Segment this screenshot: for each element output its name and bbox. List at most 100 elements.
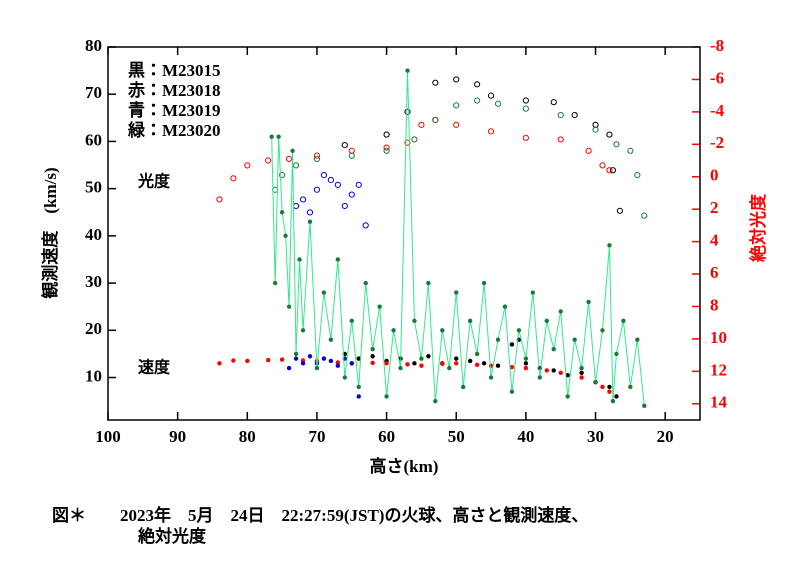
magnitude-point xyxy=(292,162,300,169)
speed-point xyxy=(300,328,306,333)
x-tick-label: 30 xyxy=(587,427,604,446)
magnitude-point xyxy=(522,134,529,141)
speed-point xyxy=(412,361,417,366)
speed-point xyxy=(412,318,417,324)
magnitude-point xyxy=(341,202,348,210)
speed-point xyxy=(426,280,431,286)
speed-point xyxy=(621,318,626,324)
magnitude-point xyxy=(522,105,529,112)
speed-point xyxy=(572,337,577,342)
speed-point xyxy=(467,358,473,364)
annotation: 光度 xyxy=(137,172,171,191)
speed-point xyxy=(544,368,549,373)
speed-point xyxy=(269,134,274,139)
speed-point xyxy=(419,356,424,361)
speed-point xyxy=(614,394,619,399)
y2-tick-label: 10 xyxy=(710,328,727,347)
speed-point xyxy=(419,363,424,368)
speed-point xyxy=(217,361,222,366)
speed-point xyxy=(558,370,563,375)
x-tick-label: 50 xyxy=(448,427,465,446)
speed-point xyxy=(474,362,480,367)
y2-tick-label: 0 xyxy=(710,166,719,185)
speed-point xyxy=(433,398,438,404)
speed-point xyxy=(488,375,494,380)
y-tick-label: 20 xyxy=(85,319,102,338)
y2-tick-label: 2 xyxy=(710,198,719,217)
speed-point xyxy=(370,360,375,366)
speed-point xyxy=(461,384,466,390)
magnitude-point xyxy=(418,121,425,128)
speed-point xyxy=(495,337,501,342)
magnitude-point xyxy=(453,121,460,128)
caption: 図＊ 2023年 5月 24日 22:27:59(JST)の火球、高さと観測速度… xyxy=(52,505,588,525)
speed-point xyxy=(314,365,320,371)
speed-point xyxy=(272,280,278,286)
speed-point xyxy=(523,365,529,371)
speed-point xyxy=(335,257,341,262)
speed-point xyxy=(370,354,375,359)
magnitude-point xyxy=(453,76,460,83)
speed-point xyxy=(265,357,271,363)
speed-point xyxy=(398,365,403,371)
magnitude-point xyxy=(383,131,390,138)
speed-point xyxy=(307,354,313,359)
magnitude-point xyxy=(474,97,481,104)
magnitude-point xyxy=(279,172,286,179)
magnitude-point xyxy=(571,112,578,119)
speed-point xyxy=(426,354,431,359)
y2-tick-label: 14 xyxy=(710,393,728,412)
magnitude-point xyxy=(432,79,439,86)
magnitude-point xyxy=(606,131,613,138)
speed-point xyxy=(321,290,327,295)
magnitude-point xyxy=(341,142,348,149)
magnitude-point xyxy=(557,136,564,143)
plot-frame xyxy=(107,46,701,421)
speed-point xyxy=(356,356,361,361)
magnitude-point xyxy=(383,147,390,154)
legend-entry: 赤：M23018 xyxy=(127,80,221,100)
speed-point xyxy=(300,361,306,366)
y-tick-label: 60 xyxy=(85,130,102,149)
plot-area xyxy=(216,68,648,409)
speed-point xyxy=(635,337,640,342)
speed-point xyxy=(530,290,536,295)
y-axis-label: 観測速度 (km/s) xyxy=(40,167,60,298)
speed-point xyxy=(349,361,354,366)
speed-point xyxy=(328,337,334,342)
y-tick-label: 80 xyxy=(85,36,102,55)
speed-point xyxy=(509,389,515,394)
speed-point xyxy=(614,351,619,357)
speed-point xyxy=(276,134,281,139)
speed-point xyxy=(293,351,299,357)
caption: 絶対光度 xyxy=(137,526,207,546)
magnitude-point xyxy=(641,212,648,219)
speed-point xyxy=(321,356,327,361)
speed-point xyxy=(523,356,529,361)
magnitude-point xyxy=(348,152,355,159)
y2-tick-label: 6 xyxy=(710,263,719,282)
speed-point xyxy=(509,342,515,347)
magnitude-point xyxy=(453,102,460,109)
magnitude-point xyxy=(327,176,334,184)
y2-tick-label: 12 xyxy=(710,360,727,379)
magnitude-point xyxy=(606,167,613,174)
magnitude-point xyxy=(613,141,620,148)
speed-point xyxy=(565,394,570,399)
x-tick-label: 60 xyxy=(378,427,395,446)
y2-tick-label: -2 xyxy=(710,133,724,152)
speed-point xyxy=(544,318,549,324)
magnitude-point xyxy=(230,175,237,182)
magnitude-point xyxy=(265,157,272,164)
speed-point xyxy=(607,384,612,390)
magnitude-point xyxy=(627,147,634,154)
magnitude-point xyxy=(474,81,481,88)
speed-point xyxy=(502,304,508,309)
magnitude-point xyxy=(299,196,307,203)
magnitude-point xyxy=(616,207,624,214)
speed-point xyxy=(290,148,295,154)
y2-tick-label: 4 xyxy=(710,231,719,250)
y-tick-label: 40 xyxy=(85,225,102,244)
magnitude-point xyxy=(522,97,529,104)
